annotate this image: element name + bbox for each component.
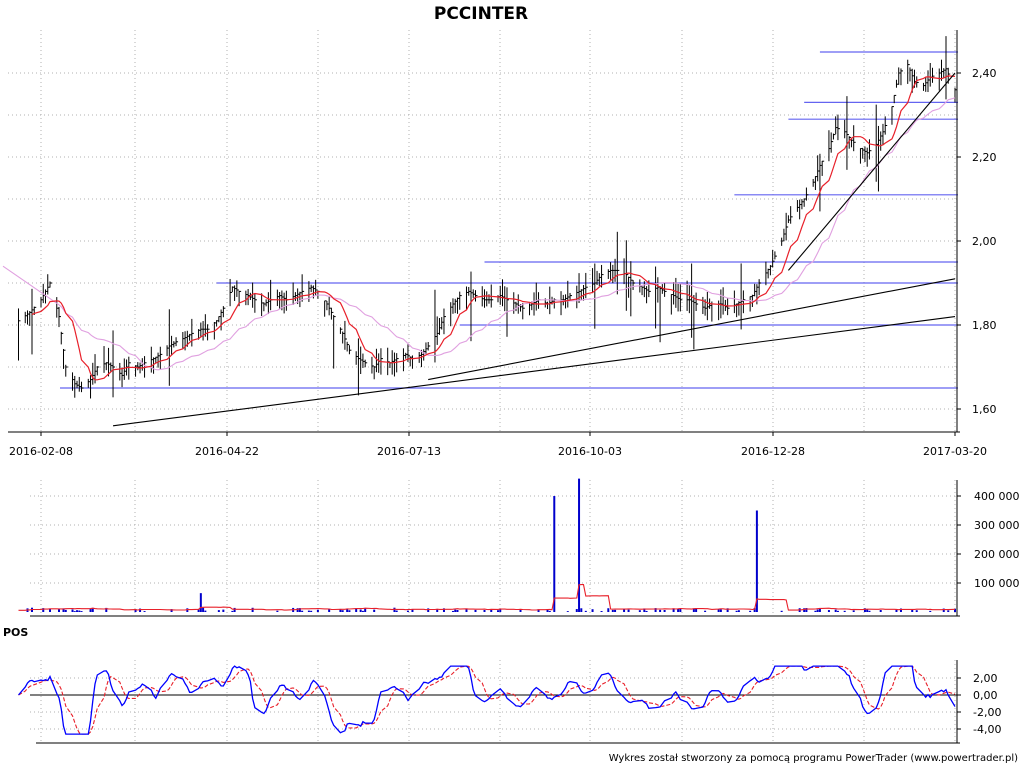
price-y-ticks: 1,60 1,80 2,00 2,20 2,40 bbox=[957, 67, 997, 416]
volume-y-tick-label: 400 000 bbox=[974, 490, 1020, 503]
y-tick-label: 1,80 bbox=[972, 319, 997, 332]
price-grid bbox=[8, 30, 957, 432]
x-tick-label: 2016-04-22 bbox=[195, 445, 259, 458]
x-tick-label: 2016-02-08 bbox=[9, 445, 73, 458]
volume-y-tick-label: 100 000 bbox=[974, 577, 1020, 590]
credit-text: Wykres został stworzony za pomocą progra… bbox=[609, 753, 1018, 764]
support-resistance-lines bbox=[60, 51, 958, 389]
oscillator-grid bbox=[30, 660, 957, 743]
volume-grid bbox=[30, 480, 957, 616]
trendlines bbox=[112, 72, 956, 427]
x-tick-label: 2016-10-03 bbox=[558, 445, 622, 458]
volume-average bbox=[18, 584, 956, 611]
volume-y-tick-label: 200 000 bbox=[974, 548, 1020, 561]
y-tick-label: 2,00 bbox=[972, 235, 997, 248]
oscillator-y-ticks: 2,00 0,00 -2,00 -4,00 bbox=[957, 672, 1001, 736]
fast-moving-average bbox=[31, 75, 956, 381]
oscillator-y-tick-label: 2,00 bbox=[973, 672, 998, 685]
volume-y-ticks: 100 000 200 000 300 000 400 000 bbox=[957, 490, 1020, 590]
y-tick-label: 1,60 bbox=[972, 403, 997, 416]
x-tick-label: 2016-12-28 bbox=[741, 445, 805, 458]
x-tick-label: 2017-03-20 bbox=[923, 445, 987, 458]
y-tick-label: 2,20 bbox=[972, 151, 997, 164]
volume-y-tick-label: 300 000 bbox=[974, 519, 1020, 532]
trendline bbox=[112, 316, 956, 427]
trendline bbox=[787, 72, 956, 271]
price-x-ticks: 2016-02-08 2016-04-22 2016-07-13 2016-10-03… bbox=[9, 432, 987, 458]
y-tick-label: 2,40 bbox=[972, 67, 997, 80]
slow-moving-average bbox=[2, 97, 956, 371]
oscillator-y-tick-label: 0,00 bbox=[973, 689, 998, 702]
oscillator-y-tick-label: -2,00 bbox=[973, 706, 1001, 719]
trendline bbox=[428, 278, 956, 381]
oscillator-label: POS bbox=[3, 626, 28, 639]
x-tick-label: 2016-07-13 bbox=[377, 445, 441, 458]
chart-title: PCCINTER bbox=[434, 4, 528, 24]
oscillator-y-tick-label: -4,00 bbox=[973, 723, 1001, 736]
oscillator-line bbox=[18, 665, 956, 735]
